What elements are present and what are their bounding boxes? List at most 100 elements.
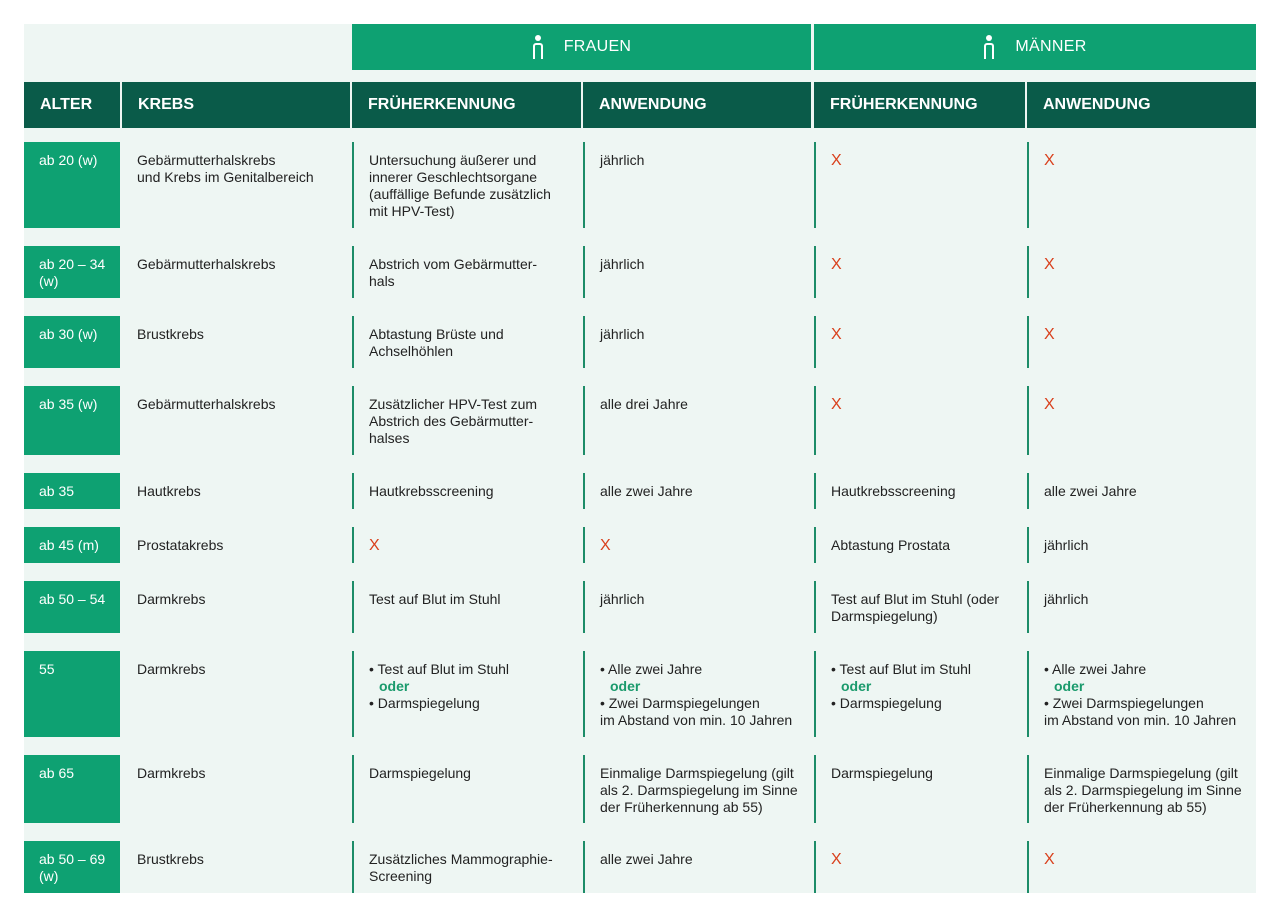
not-applicable-x-icon: X: [1044, 851, 1055, 868]
cell-age: ab 50 – 54: [24, 581, 120, 633]
not-applicable-x-icon: X: [831, 396, 842, 413]
table-row: ab 35 Hautkrebs Hautkrebsscreening alle zwe…: [24, 473, 1256, 509]
cell-women-interval: alle zwei Jahre: [583, 841, 811, 893]
cell-men-interval: X: [1027, 316, 1256, 368]
cell-women-interval: X: [583, 527, 811, 563]
table-row: 55 Darmkrebs • Test auf Blut im Stuhl oder •…: [24, 651, 1256, 737]
bullet-item: • Alle zwei Jahre: [1044, 661, 1147, 677]
not-applicable-x-icon: X: [831, 152, 842, 169]
cell-men-screening: X: [814, 246, 1025, 298]
column-header-krebs: KREBS: [122, 82, 350, 128]
column-header-frauen-anwendung: ANWENDUNG: [583, 82, 811, 128]
cell-men-screening: Hautkrebsscreening: [814, 473, 1025, 509]
cell-age: ab 50 – 69 (w): [24, 841, 120, 893]
not-applicable-x-icon: X: [831, 256, 842, 273]
column-header-frauen-frueherkennung: FRÜHERKENNUNG: [352, 82, 581, 128]
cell-men-screening: X: [814, 841, 1025, 893]
bullet-item: • Zwei Darmspiegelungen im Abstand von m…: [1044, 695, 1237, 728]
not-applicable-x-icon: X: [369, 537, 380, 554]
not-applicable-x-icon: X: [1044, 256, 1055, 273]
cell-men-interval: • Alle zwei Jahre oder • Zwei Darmspiegelu…: [1027, 651, 1256, 737]
cell-cancer: Darmkrebs: [137, 765, 206, 781]
cell-men-interval: Einmalige Darmspiegelung (gilt als 2. Da…: [1027, 755, 1256, 823]
cell-cancer: Brustkrebs: [137, 326, 204, 342]
table-row: ab 65 Darmkrebs Darmspiegelung Einmalige Da…: [24, 755, 1256, 823]
table-row: ab 20 (w) Gebärmutterhalskrebs und Krebs …: [24, 142, 1256, 228]
bullet-item: • Test auf Blut im Stuhl: [831, 661, 972, 677]
cell-women-screening: Zusätzliches Mammographie- Screening: [352, 841, 581, 893]
cell-men-screening: X: [814, 142, 1025, 228]
cell-cancer: Darmkrebs: [137, 591, 206, 607]
cell-women-interval: jährlich: [583, 581, 811, 633]
oder-label: oder: [610, 678, 641, 694]
oder-label: oder: [841, 678, 872, 694]
cell-cancer: Gebärmutterhalskrebs: [137, 256, 276, 272]
cell-women-screening: Abtastung Brüste und Achselhöhlen: [352, 316, 581, 368]
group-label: MÄNNER: [1015, 38, 1087, 55]
oder-label: oder: [1054, 678, 1085, 694]
cell-women-interval: alle zwei Jahre: [583, 473, 811, 509]
cell-men-interval: X: [1027, 386, 1256, 455]
cell-age: ab 65: [24, 755, 120, 823]
cell-women-screening: Abstrich vom Gebärmutter- hals: [352, 246, 581, 298]
screening-table: FRAUEN MÄNNER ALTER KREBS FRÜHERKENNUNG …: [24, 24, 1256, 893]
table-row: ab 35 (w) Gebärmutterhalskrebs Zusätzliche…: [24, 386, 1256, 455]
column-header-maenner-anwendung: ANWENDUNG: [1027, 82, 1256, 128]
cell-men-screening: X: [814, 386, 1025, 455]
not-applicable-x-icon: X: [600, 537, 611, 554]
cell-women-screening: X: [352, 527, 581, 563]
cell-age: ab 20 (w): [24, 142, 120, 228]
cell-age: ab 20 – 34 (w): [24, 246, 120, 298]
cell-women-screening: • Test auf Blut im Stuhl oder • Darmspiege…: [352, 651, 581, 737]
man-icon: [983, 35, 995, 59]
cell-men-interval: jährlich: [1027, 527, 1256, 563]
cell-men-interval: alle zwei Jahre: [1027, 473, 1256, 509]
cell-age: ab 30 (w): [24, 316, 120, 368]
cell-men-interval: X: [1027, 142, 1256, 228]
column-header-alter: ALTER: [24, 82, 120, 128]
cell-men-interval: X: [1027, 841, 1256, 893]
cell-women-interval: Einmalige Darmspiegelung (gilt als 2. Da…: [583, 755, 811, 823]
column-header-maenner-frueherkennung: FRÜHERKENNUNG: [814, 82, 1025, 128]
cell-age: ab 45 (m): [24, 527, 120, 563]
oder-label: oder: [379, 678, 410, 694]
cell-women-screening: Untersuchung äußerer und innerer Geschle…: [352, 142, 581, 228]
cell-men-screening: Darmspiegelung: [814, 755, 1025, 823]
table-row: ab 50 – 69 (w) Brustkrebs Zusätzliches Mam…: [24, 841, 1256, 893]
table-row: ab 45 (m) Prostatakrebs X X Abtastung Prosta…: [24, 527, 1256, 563]
cell-men-screening: X: [814, 316, 1025, 368]
cell-women-screening: Zusätzlicher HPV-Test zum Abstrich des G…: [352, 386, 581, 455]
bullet-item: • Alle zwei Jahre: [600, 661, 703, 677]
not-applicable-x-icon: X: [831, 326, 842, 343]
group-header-frauen: FRAUEN: [352, 24, 811, 70]
woman-icon: [532, 35, 544, 59]
bullet-item: • Test auf Blut im Stuhl: [369, 661, 510, 677]
not-applicable-x-icon: X: [1044, 152, 1055, 169]
cell-men-interval: X: [1027, 246, 1256, 298]
group-header-maenner: MÄNNER: [814, 24, 1256, 70]
cell-women-interval: jährlich: [583, 246, 811, 298]
cell-women-interval: • Alle zwei Jahre oder • Zwei Darmspiegelu…: [583, 651, 811, 737]
cell-men-screening: Test auf Blut im Stuhl (oder Darmspiegel…: [814, 581, 1025, 633]
table-row: ab 50 – 54 Darmkrebs Test auf Blut im Stuh…: [24, 581, 1256, 633]
cell-men-screening: Abtastung Prostata: [814, 527, 1025, 563]
cell-women-screening: Hautkrebsscreening: [352, 473, 581, 509]
not-applicable-x-icon: X: [1044, 396, 1055, 413]
cell-cancer: Darmkrebs: [137, 661, 206, 677]
bullet-item: • Zwei Darmspiegelungen im Abstand von m…: [600, 695, 793, 728]
group-label: FRAUEN: [563, 38, 632, 55]
cell-women-screening: Test auf Blut im Stuhl: [352, 581, 581, 633]
cell-cancer: Hautkrebs: [137, 483, 201, 499]
cell-men-screening: • Test auf Blut im Stuhl oder • Darmspiege…: [814, 651, 1025, 737]
cell-cancer: Gebärmutterhalskrebs und Krebs im Genita…: [137, 152, 314, 185]
cell-age: ab 35 (w): [24, 386, 120, 455]
cell-women-interval: jährlich: [583, 316, 811, 368]
cell-cancer: Prostatakrebs: [137, 537, 224, 553]
cell-age: ab 35: [24, 473, 120, 509]
cell-men-interval: jährlich: [1027, 581, 1256, 633]
not-applicable-x-icon: X: [1044, 326, 1055, 343]
cell-women-interval: jährlich: [583, 142, 811, 228]
cell-age: 55: [24, 651, 120, 737]
not-applicable-x-icon: X: [831, 851, 842, 868]
bullet-item: • Darmspiegelung: [369, 695, 480, 711]
